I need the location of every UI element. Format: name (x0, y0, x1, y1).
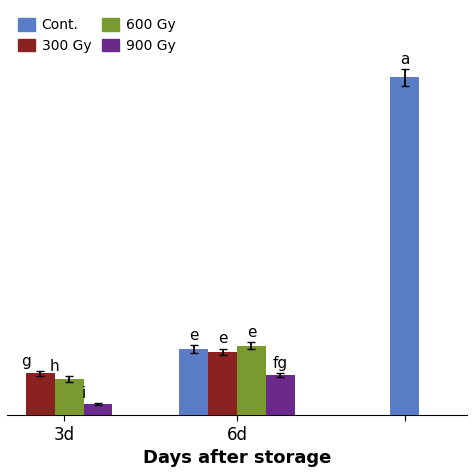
Bar (55, 379, 83, 415)
Bar (83, 404, 112, 415)
Bar (266, 375, 294, 415)
Legend: Cont., 300 Gy, 600 Gy, 900 Gy: Cont., 300 Gy, 600 Gy, 900 Gy (14, 14, 180, 57)
Text: fg: fg (273, 356, 288, 371)
Text: i: i (82, 386, 86, 401)
Bar (180, 349, 208, 415)
X-axis label: Days after storage: Days after storage (143, 449, 331, 467)
Bar (237, 346, 266, 415)
Text: e: e (218, 331, 228, 346)
Text: h: h (50, 359, 60, 374)
Text: g: g (21, 354, 31, 368)
Text: e: e (189, 328, 199, 343)
Bar (26, 374, 55, 415)
Bar (391, 77, 419, 415)
Text: a: a (400, 52, 410, 67)
Bar (208, 352, 237, 415)
Text: e: e (246, 325, 256, 340)
